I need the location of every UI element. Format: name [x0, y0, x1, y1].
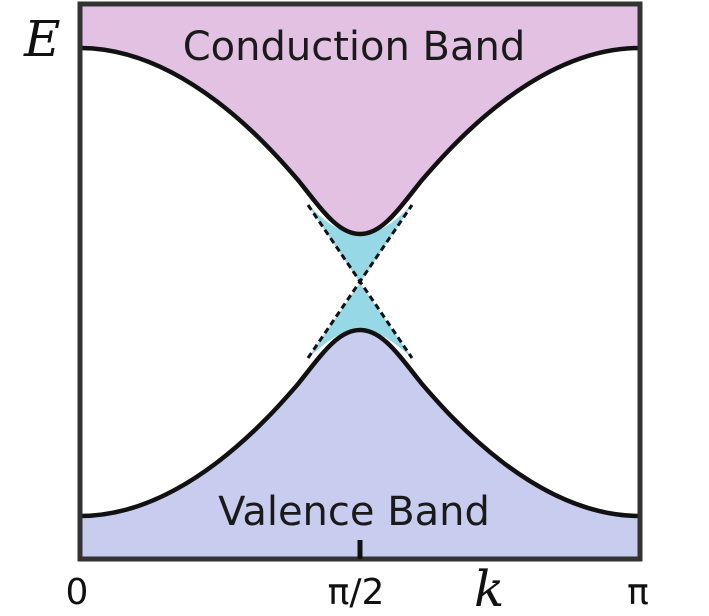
x-tick-label-pi-half: π/2	[328, 572, 385, 613]
valence-band-region	[80, 330, 640, 559]
conduction-band-region	[80, 4, 640, 234]
dirac-cone-upper	[308, 205, 412, 283]
cone-edge-left-falling	[306, 204, 414, 359]
dirac-cone-lower	[308, 283, 412, 358]
conduction-band-label: Conduction Band	[183, 24, 526, 70]
conduction-band-edge-curve	[80, 45, 640, 237]
x-axis-symbol: k	[474, 560, 504, 616]
valence-band-edge-curve	[80, 327, 640, 519]
y-axis-symbol: E	[23, 10, 61, 68]
x-tick-label-0: 0	[66, 572, 89, 613]
valence-band-label: Valence Band	[218, 489, 490, 535]
x-tick-label-pi: π	[627, 572, 649, 613]
